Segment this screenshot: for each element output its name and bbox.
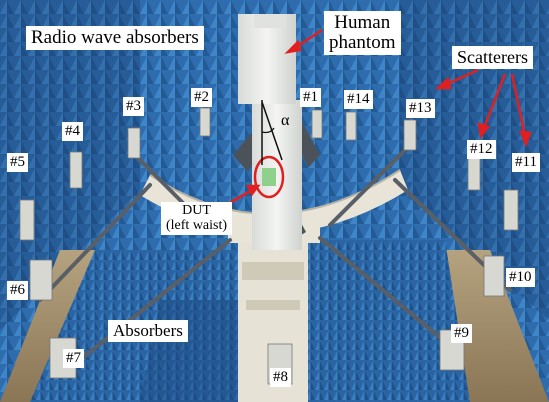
antenna-label-3: #3 (123, 97, 144, 116)
dut-line1: DUT (182, 203, 211, 218)
antenna-label-14: #14 (344, 90, 373, 109)
antenna-label-9: #9 (451, 324, 472, 343)
antenna-label-2: #2 (191, 88, 212, 107)
antenna-label-1: #1 (300, 88, 321, 107)
human-phantom-line1: Human (334, 12, 391, 33)
radio-wave-absorbers-label: Radio wave absorbers (26, 26, 204, 50)
antenna-label-11: #11 (512, 153, 540, 172)
antenna-label-10: #10 (506, 268, 535, 287)
dut-line2: (left waist) (166, 217, 228, 233)
absorbers-label: Absorbers (108, 320, 188, 342)
alpha-label: α (281, 112, 290, 129)
antenna-label-8: #8 (270, 368, 291, 387)
dut-label: DUT (left waist) (161, 202, 233, 236)
human-phantom-label: Human phantom (324, 11, 401, 55)
human-phantom-line2: phantom (329, 31, 396, 53)
scatterers-label: Scatterers (452, 46, 533, 69)
antenna-label-4: #4 (62, 122, 83, 141)
antenna-label-7: #7 (63, 349, 84, 368)
antenna-label-6: #6 (7, 281, 28, 300)
antenna-label-12: #12 (467, 140, 496, 159)
antenna-label-13: #13 (406, 99, 435, 118)
antenna-label-5: #5 (7, 153, 28, 172)
